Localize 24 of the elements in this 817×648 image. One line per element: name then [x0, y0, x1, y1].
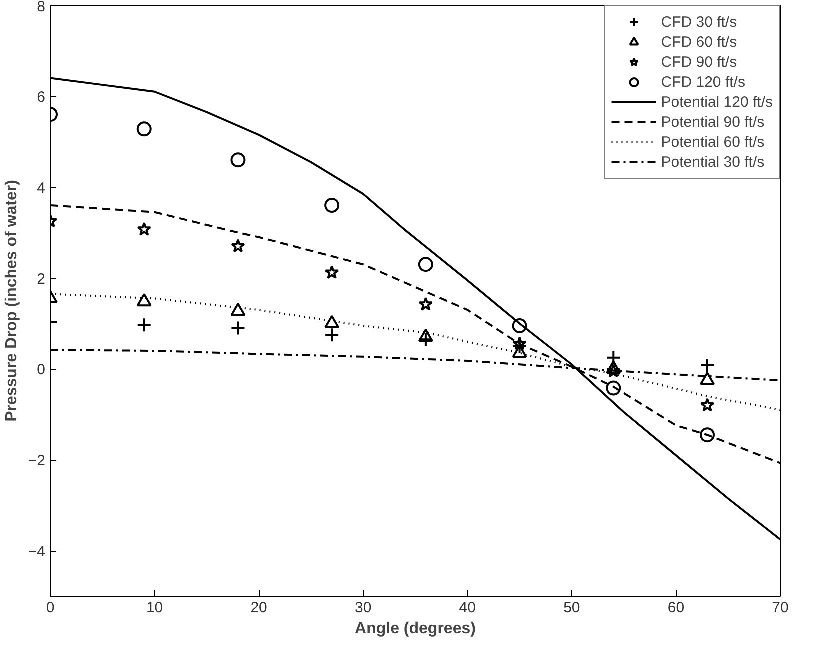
legend-label: Potential 30 ft/s — [661, 154, 765, 170]
x-axis-title: Angle (degrees) — [355, 620, 476, 638]
y-tick-label: 6 — [37, 88, 46, 106]
x-tick-label: 60 — [668, 600, 685, 616]
y-tick-label: 2 — [37, 270, 46, 288]
y-tick-label: 8 — [37, 0, 46, 16]
y-tick-label: 0 — [37, 362, 46, 379]
y-tick-label: 4 — [37, 180, 46, 197]
x-tick-label: 10 — [146, 600, 164, 616]
x-tick-label: 50 — [564, 600, 580, 616]
y-axis-title: Pressure Drop (inches of water) — [3, 180, 20, 422]
y-tick-label: −4 — [28, 544, 46, 561]
x-tick-label: 20 — [250, 600, 268, 616]
legend-label: CFD 120 ft/s — [661, 74, 746, 90]
legend-label: Potential 60 ft/s — [661, 134, 765, 150]
x-tick-label: 70 — [772, 600, 789, 616]
legend-label: Potential 90 ft/s — [661, 114, 765, 130]
legend-label: CFD 90 ft/s — [661, 54, 738, 70]
legend-label: Potential 120 ft/s — [661, 94, 773, 110]
legend-label: CFD 60 ft/s — [661, 34, 738, 50]
legend-label: CFD 30 ft/s — [661, 14, 738, 30]
x-tick-label: 30 — [355, 600, 372, 616]
x-tick-label: 40 — [459, 600, 476, 616]
y-tick-label: −2 — [28, 452, 46, 470]
